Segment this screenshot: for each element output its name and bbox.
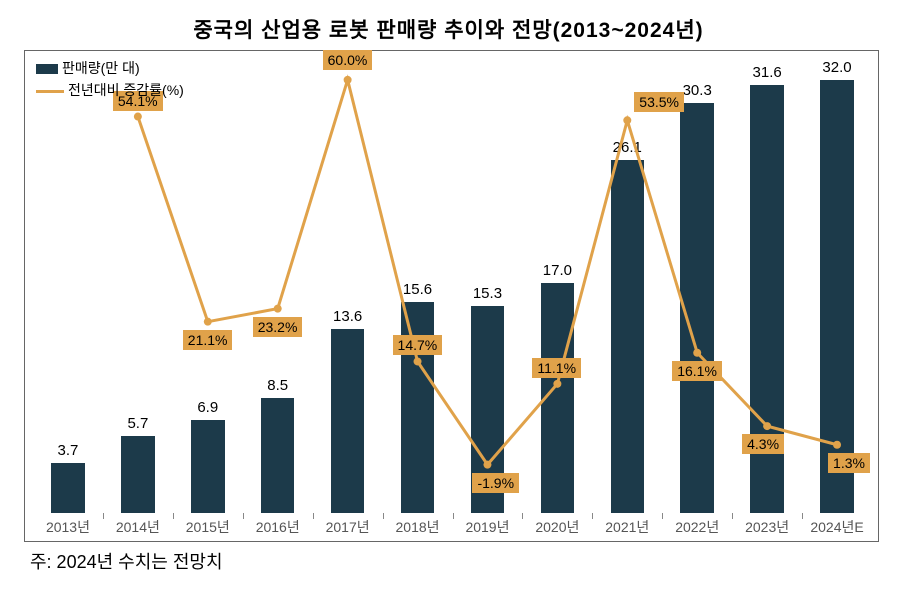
x-axis-label: 2021년 [592, 517, 662, 537]
bar-value-label: 5.7 [113, 415, 163, 432]
footnote: 주: 2024년 수치는 전망치 [30, 548, 223, 574]
x-axis-separator [453, 513, 454, 519]
x-axis-separator [592, 513, 593, 519]
bar [191, 420, 225, 513]
line-value-label: 60.0% [323, 50, 373, 70]
chart-frame: 3.7 2013년 5.7 2014년 6.9 2015년 8.5 2016년 13.6 2017… [24, 50, 879, 542]
x-axis-label: 2017년 [313, 517, 383, 537]
bar-value-label: 15.3 [462, 285, 512, 302]
x-axis-separator [732, 513, 733, 519]
legend-item-bars: 판매량(만 대) [36, 58, 140, 78]
bar [541, 283, 575, 513]
line-value-label: 21.1% [183, 330, 233, 350]
x-axis-label: 2022년 [662, 517, 732, 537]
bar-value-label: 31.6 [742, 64, 792, 81]
plot-area: 3.7 2013년 5.7 2014년 6.9 2015년 8.5 2016년 13.6 2017… [25, 51, 878, 541]
line-value-label: 14.7% [393, 335, 443, 355]
x-axis-label: 2014년 [103, 517, 173, 537]
bar-value-label: 17.0 [532, 262, 582, 279]
x-axis-label: 2015년 [173, 517, 243, 537]
bar [331, 329, 365, 513]
legend-label: 판매량(만 대) [62, 60, 140, 76]
bar [820, 80, 854, 513]
x-axis-separator [662, 513, 663, 519]
legend-swatch-line [36, 90, 64, 93]
line-value-label: -1.9% [472, 473, 519, 493]
x-axis-label: 2016년 [243, 517, 313, 537]
bar-value-label: 8.5 [253, 377, 303, 394]
bar-value-label: 32.0 [812, 59, 862, 76]
x-axis-label: 2019년 [453, 517, 523, 537]
x-axis-separator [103, 513, 104, 519]
line-value-label: 23.2% [253, 317, 303, 337]
x-axis-separator [173, 513, 174, 519]
legend-swatch-bar [36, 64, 58, 74]
bar [680, 103, 714, 513]
line-value-label: 16.1% [672, 361, 722, 381]
bar-value-label: 15.6 [393, 281, 443, 298]
x-axis-label: 2018년 [383, 517, 453, 537]
x-axis-label: 2023년 [732, 517, 802, 537]
line-marker [134, 113, 142, 121]
line-marker [204, 318, 212, 326]
bar [611, 160, 645, 513]
line-marker [344, 76, 352, 84]
legend-item-line: 전년대비 증감률(%) [36, 80, 184, 100]
bar-value-label: 3.7 [43, 442, 93, 459]
chart-title: 중국의 산업용 로봇 판매량 추이와 전망(2013~2024년) [0, 0, 897, 52]
x-axis-separator [802, 513, 803, 519]
x-axis-label: 2013년 [33, 517, 103, 537]
x-axis-separator [243, 513, 244, 519]
line-marker [623, 116, 631, 124]
bar-value-label: 13.6 [323, 308, 373, 325]
line-value-label: 1.3% [828, 453, 870, 473]
x-axis-label: 2020년 [522, 517, 592, 537]
bar [401, 302, 435, 513]
line-value-label: 4.3% [742, 434, 784, 454]
bar [121, 436, 155, 513]
x-axis-label: 2024년E [802, 517, 872, 537]
x-axis-separator [383, 513, 384, 519]
bar [51, 463, 85, 513]
line-marker [274, 305, 282, 313]
x-axis-separator [313, 513, 314, 519]
bar-value-label: 26.1 [602, 139, 652, 156]
line-value-label: 53.5% [634, 92, 684, 112]
bar-value-label: 6.9 [183, 399, 233, 416]
x-axis-separator [522, 513, 523, 519]
bar [261, 398, 295, 513]
legend-label: 전년대비 증감률(%) [68, 82, 184, 98]
line-value-label: 11.1% [532, 358, 581, 378]
